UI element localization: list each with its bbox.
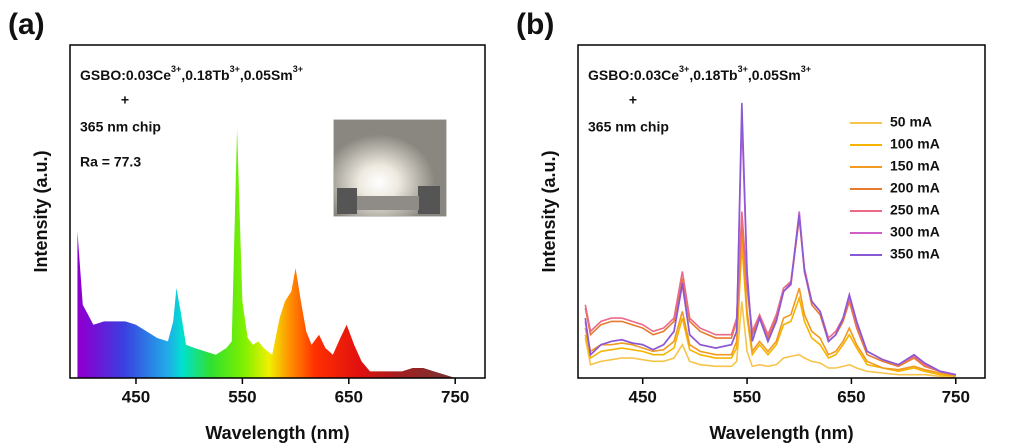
x-tick-label: 450 <box>629 387 657 406</box>
x-tick-label: 650 <box>837 387 865 406</box>
y-axis-label: Intensity (a.u.) <box>539 150 559 272</box>
x-tick-label: 450 <box>122 387 150 406</box>
plot-frame <box>69 44 486 379</box>
formula-part: ,0.18Tb <box>181 67 229 83</box>
ra-label: Ra = 77.3 <box>80 154 141 170</box>
x-axis-label: Wavelength (nm) <box>205 423 349 443</box>
spectrum-line <box>584 102 956 376</box>
legend-label: 50 mA <box>890 114 932 130</box>
y-axis-label: Intensity (a.u.) <box>31 150 51 272</box>
formula-part: GSBO:0.03Ce <box>588 67 679 83</box>
x-tick-label: 550 <box>228 387 256 406</box>
spectrum-line <box>584 244 956 378</box>
formula-part: ,0.05Sm <box>240 67 293 83</box>
formula-part: GSBO:0.03Ce <box>80 67 171 83</box>
superscript: 3+ <box>679 64 689 74</box>
formula-part: ,0.18Tb <box>689 67 737 83</box>
x-tick-label: 550 <box>733 387 761 406</box>
plus-sign: + <box>121 92 129 108</box>
chip-label: 365 nm chip <box>80 119 161 135</box>
legend-label: 150 mA <box>890 158 940 174</box>
formula: GSBO:0.03Ce3+,0.18Tb3+,0.05Sm3+ <box>80 64 303 82</box>
superscript: 3+ <box>293 64 303 74</box>
legend-label: 300 mA <box>890 224 940 240</box>
x-tick-label: 750 <box>942 387 970 406</box>
formula: GSBO:0.03Ce3+,0.18Tb3+,0.05Sm3+ <box>588 64 811 82</box>
chip-label: 365 nm chip <box>588 119 669 135</box>
led-photo <box>333 119 447 217</box>
superscript: 3+ <box>801 64 811 74</box>
x-axis-label: Wavelength (nm) <box>709 423 853 443</box>
spectrum-line <box>584 301 956 379</box>
legend-label: 100 mA <box>890 136 940 152</box>
formula-part: ,0.05Sm <box>748 67 801 83</box>
superscript: 3+ <box>738 64 748 74</box>
superscript: 3+ <box>171 64 181 74</box>
x-tick-label: 650 <box>335 387 363 406</box>
panel-label: (a) <box>8 8 45 41</box>
plot-frame <box>577 44 986 379</box>
x-tick-label: 750 <box>441 387 469 406</box>
spectrum-line <box>584 231 956 378</box>
plus-sign: + <box>629 92 637 108</box>
panel-label: (b) <box>516 8 554 41</box>
superscript: 3+ <box>230 64 240 74</box>
legend-label: 200 mA <box>890 180 940 196</box>
legend-label: 250 mA <box>890 202 940 218</box>
spectrum-area <box>77 128 456 378</box>
legend-label: 350 mA <box>890 246 940 262</box>
